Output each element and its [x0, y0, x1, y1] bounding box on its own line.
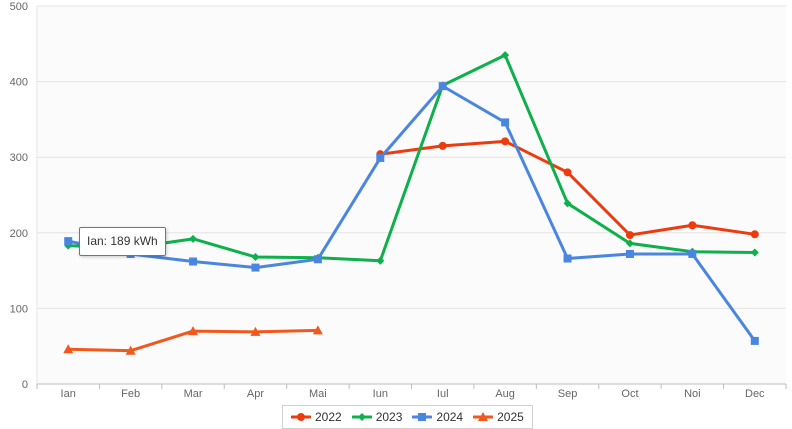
plot-area — [37, 6, 786, 384]
data-point-2024[interactable] — [251, 263, 260, 272]
legend-marker-2022 — [297, 413, 305, 421]
data-point-2024[interactable] — [563, 254, 572, 263]
data-point-2024[interactable] — [189, 257, 198, 266]
series-2022 — [376, 137, 759, 240]
data-point-2022[interactable] — [750, 230, 759, 239]
data-point-2023[interactable] — [625, 239, 634, 248]
data-point-2025[interactable] — [312, 325, 323, 335]
data-point-2022[interactable] — [563, 168, 572, 177]
data-point-2024[interactable] — [438, 82, 447, 91]
data-point-2023[interactable] — [251, 252, 260, 261]
y-tick-label: 0 — [22, 379, 28, 391]
legend-label: 2025 — [497, 410, 524, 424]
data-point-2024[interactable] — [750, 336, 759, 345]
x-tick-label: Mai — [309, 388, 327, 400]
data-point-2024[interactable] — [688, 249, 697, 258]
legend-swatch-2024 — [412, 413, 433, 421]
legend-item-2024[interactable]: 2024 — [412, 410, 463, 424]
data-point-2025[interactable] — [188, 326, 199, 336]
data-point-2023[interactable] — [501, 51, 510, 60]
tooltip: Ian: 189 kWh — [79, 227, 166, 256]
plot-background — [37, 6, 786, 384]
legend: 2022 2023 2024 2025 — [282, 405, 533, 429]
series-2025 — [63, 325, 323, 355]
data-point-2022[interactable] — [501, 137, 510, 146]
x-tick-label: Iul — [437, 388, 449, 400]
x-tick-label: Feb — [121, 388, 140, 400]
y-tick-label: 400 — [10, 77, 28, 89]
x-tick-label: Ian — [61, 388, 76, 400]
data-point-2024[interactable] — [313, 255, 322, 264]
legend-marker-2023 — [357, 413, 366, 421]
legend-swatch-2023 — [351, 413, 372, 421]
y-tick-label: 500 — [10, 1, 28, 13]
data-point-2023[interactable] — [189, 234, 198, 243]
data-point-2022[interactable] — [438, 141, 447, 150]
series-layer — [63, 51, 759, 355]
y-tick-label: 100 — [10, 303, 28, 315]
data-point-2025[interactable] — [250, 326, 261, 336]
line-chart: 0 100 200 300 400 500 Ian Feb Mar Apr Mai Iun Iul Au… — [10, 1, 787, 400]
x-tick-label: Oct — [621, 388, 638, 400]
data-point-2024[interactable] — [501, 118, 510, 127]
data-point-2023[interactable] — [750, 248, 759, 257]
data-point-2024[interactable] — [625, 249, 634, 258]
legend-item-2022[interactable]: 2022 — [291, 410, 342, 424]
legend-label: 2024 — [436, 410, 464, 424]
x-tick-label: Iun — [373, 388, 388, 400]
legend-swatch-2025 — [473, 412, 494, 421]
y-axis-ticks: 0 100 200 300 400 500 — [10, 1, 28, 391]
data-point-2024[interactable] — [64, 237, 73, 246]
data-point-2025[interactable] — [125, 345, 136, 355]
data-point-2023[interactable] — [376, 256, 385, 265]
legend-swatch-2022 — [291, 413, 311, 421]
x-tick-label: Mar — [184, 388, 203, 400]
x-tick-label: Apr — [247, 388, 264, 400]
x-tick-label: Dec — [745, 388, 765, 400]
y-tick-label: 200 — [10, 228, 28, 240]
data-point-2023[interactable] — [563, 199, 572, 208]
x-tick-label: Sep — [558, 388, 578, 400]
legend-label: 2022 — [315, 410, 342, 424]
y-tick-label: 300 — [10, 152, 28, 164]
x-axis: Ian Feb Mar Apr Mai Iun Iul Aug Sep Oct Noi Dec — [36, 383, 787, 400]
legend-marker-2024 — [418, 413, 427, 421]
legend-label: 2023 — [375, 410, 403, 424]
x-tick-label: Noi — [684, 388, 701, 400]
data-point-2022[interactable] — [625, 231, 634, 240]
legend-item-2023[interactable]: 2023 — [351, 410, 403, 424]
series-line-2024 — [66, 84, 757, 343]
data-point-2022[interactable] — [688, 221, 697, 230]
x-tick-label: Aug — [495, 388, 515, 400]
legend-item-2025[interactable]: 2025 — [473, 410, 524, 424]
series-line-2023 — [66, 53, 757, 263]
legend-marker-2025 — [478, 412, 489, 421]
data-point-2025[interactable] — [63, 344, 74, 354]
series-2024 — [64, 82, 759, 345]
data-point-2024[interactable] — [376, 153, 385, 162]
